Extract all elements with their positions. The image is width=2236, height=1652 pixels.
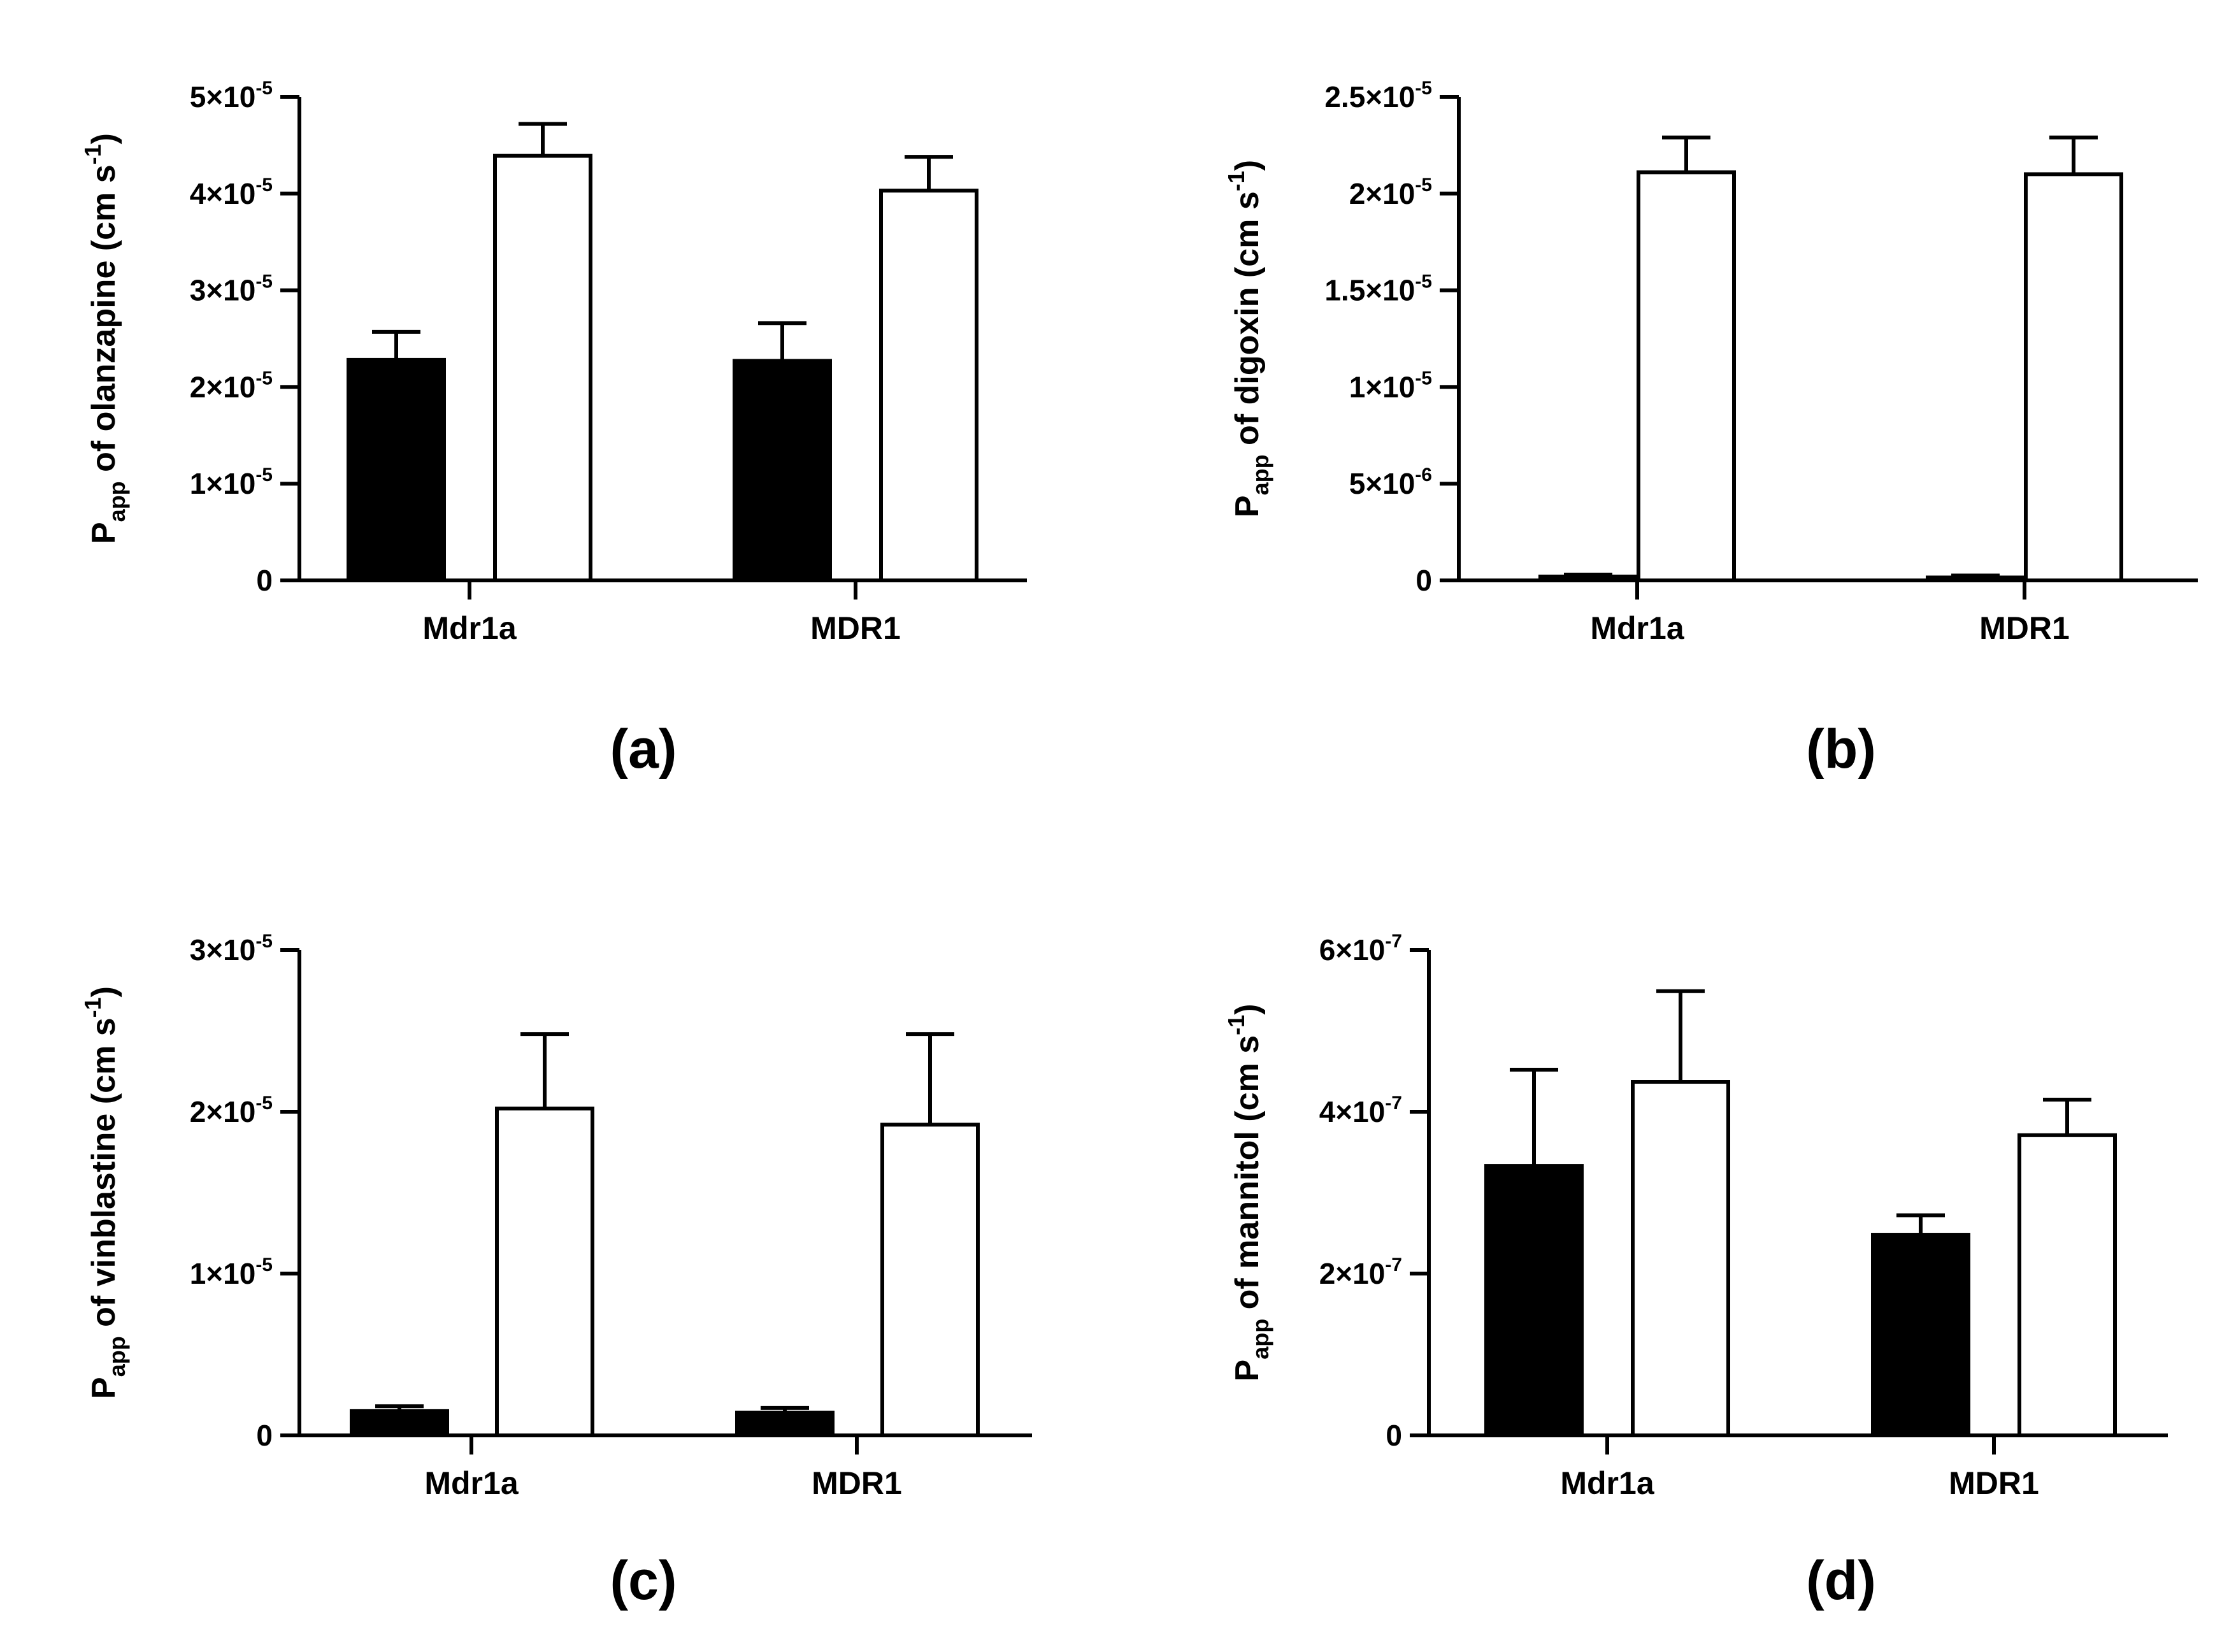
y-tick-label: 3×10-5 xyxy=(190,271,273,307)
bar-open-Mdr1a xyxy=(493,154,592,582)
x-tick-label-Mdr1a: Mdr1a xyxy=(422,610,517,646)
bar-filled-MDR1 xyxy=(1871,1233,1970,1438)
bar-open-Mdr1a xyxy=(495,1106,594,1438)
bar-open-MDR1 xyxy=(879,189,978,583)
x-tick-label-Mdr1a: Mdr1a xyxy=(1560,1465,1654,1501)
y-tick-label: 2×10-5 xyxy=(190,1093,273,1128)
bar-open-Mdr1a xyxy=(1631,1080,1730,1437)
y-tick-label: 5×10-5 xyxy=(190,78,273,113)
panel-label: (b) xyxy=(1806,719,1876,780)
y-tick-label: 0 xyxy=(256,564,273,597)
bar-open-MDR1 xyxy=(2017,1133,2117,1437)
y-tick-label: 2×10-5 xyxy=(190,368,273,403)
y-tick-label: 2×10-5 xyxy=(1349,175,1432,210)
panel-label: (a) xyxy=(610,719,677,780)
panel-label: (d) xyxy=(1806,1550,1876,1611)
panel-c: 0 1×10-5 2×10-5 3×10-5 Mdr1a MDR1 Papp of vinb… xyxy=(80,931,1032,1611)
y-tick-label: 0 xyxy=(256,1419,273,1452)
y-tick-label: 1×10-5 xyxy=(190,1254,273,1290)
y-axis-label: Papp of digoxin (cm s-1) xyxy=(1223,160,1273,517)
y-tick-label: 4×10-7 xyxy=(1319,1093,1402,1128)
x-tick-label-MDR1: MDR1 xyxy=(1979,610,2070,646)
x-tick-label-MDR1: MDR1 xyxy=(810,610,901,646)
y-tick-label: 1×10-5 xyxy=(190,464,273,500)
bar-open-MDR1 xyxy=(880,1123,980,1437)
bar-open-MDR1 xyxy=(2024,172,2123,582)
y-tick-label: 2×10-7 xyxy=(1319,1254,1402,1290)
y-tick-label: 6×10-7 xyxy=(1319,931,1402,966)
y-tick-label: 5×10-6 xyxy=(1349,464,1432,500)
x-tick-label-MDR1: MDR1 xyxy=(1949,1465,2039,1501)
bar-filled-Mdr1a xyxy=(347,357,446,582)
y-tick-label: 1×10-5 xyxy=(1349,368,1432,403)
panel-b: 0 5×10-6 1×10-5 1.5×10-5 2×10-5 2.5×10-5 Mdr1a… xyxy=(1223,78,2198,780)
bar-filled-MDR1 xyxy=(733,359,832,582)
y-axis-label: Papp of vinblastine (cm s-1) xyxy=(80,986,130,1399)
bar-filled-MDR1 xyxy=(735,1411,835,1437)
panel-label: (c) xyxy=(610,1550,677,1611)
x-tick-label-Mdr1a: Mdr1a xyxy=(424,1465,519,1501)
bar-filled-Mdr1a xyxy=(350,1409,449,1437)
y-tick-label: 0 xyxy=(1386,1419,1402,1452)
x-tick-label-MDR1: MDR1 xyxy=(812,1465,902,1501)
y-tick-label: 0 xyxy=(1415,564,1432,597)
panel-a: 0 1×10-5 2×10-5 3×10-5 4×10-5 5×10-5 Mdr1a MDR1… xyxy=(80,78,1027,780)
y-tick-label: 4×10-5 xyxy=(190,175,273,210)
bar-open-Mdr1a xyxy=(1637,170,1736,582)
y-tick-label: 3×10-5 xyxy=(190,931,273,966)
y-axis-label: Papp of mannitol (cm s-1) xyxy=(1223,1004,1273,1382)
y-tick-label: 2.5×10-5 xyxy=(1324,78,1432,113)
x-tick-label-Mdr1a: Mdr1a xyxy=(1590,610,1684,646)
bar-filled-Mdr1a xyxy=(1484,1164,1584,1437)
y-axis-label: Papp of olanzapine (cm s-1) xyxy=(80,133,130,544)
panel-d: 0 2×10-7 4×10-7 6×10-7 Mdr1a MDR1 Papp of mann… xyxy=(1223,931,2168,1611)
y-tick-label: 1.5×10-5 xyxy=(1324,271,1432,307)
